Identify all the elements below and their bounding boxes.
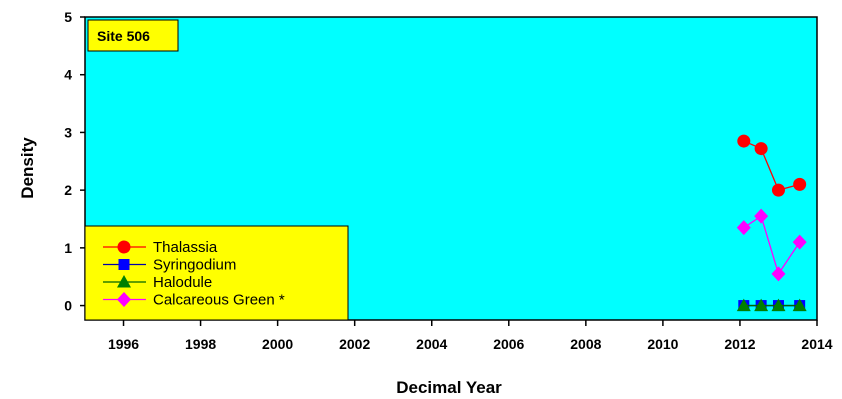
site-label-box: Site 506 xyxy=(87,19,179,52)
x-tick-label: 2004 xyxy=(416,336,447,352)
legend-item-syringodium: Syringodium xyxy=(103,257,236,274)
data-point-thalassia xyxy=(737,134,751,148)
legend-label: Halodule xyxy=(153,274,212,291)
legend-label: Calcareous Green * xyxy=(153,292,285,309)
legend-item-calcareous-green: Calcareous Green * xyxy=(103,292,285,309)
y-tick-label: 4 xyxy=(64,67,72,83)
y-axis: 0 1 2 3 4 5 xyxy=(64,9,85,314)
legend-label: Syringodium xyxy=(153,257,236,274)
data-point-halodule xyxy=(771,298,786,312)
x-tick-label: 1996 xyxy=(108,336,139,352)
legend-marker xyxy=(117,292,131,307)
data-point-thalassia xyxy=(771,183,785,197)
series-line-thalassia xyxy=(743,140,800,191)
x-tick-label: 2012 xyxy=(724,336,755,352)
y-tick-label: 3 xyxy=(64,124,72,140)
series-layer xyxy=(736,134,807,312)
x-tick-label: 1998 xyxy=(185,336,216,352)
x-tick-label: 2000 xyxy=(262,336,293,352)
legend-item-thalassia: Thalassia xyxy=(103,239,218,256)
x-tick-label: 2008 xyxy=(570,336,601,352)
x-axis: 1996 1998 2000 2002 2004 2006 2008 2010 2012 2014 xyxy=(108,320,833,352)
data-point-calcareous-green xyxy=(754,208,769,224)
legend-marker xyxy=(118,259,130,270)
y-tick-label: 5 xyxy=(64,9,72,25)
x-axis-title: Decimal Year xyxy=(396,378,502,397)
legend-item-halodule: Halodule xyxy=(103,274,212,291)
site-label: Site 506 xyxy=(97,28,150,44)
data-point-calcareous-green xyxy=(736,220,751,236)
legend-marker xyxy=(117,240,131,254)
y-tick-label: 1 xyxy=(64,240,72,256)
x-tick-label: 2014 xyxy=(801,336,832,352)
data-point-calcareous-green xyxy=(771,266,786,282)
data-point-halodule xyxy=(736,298,751,312)
legend-marker xyxy=(117,275,131,288)
data-point-halodule xyxy=(792,298,807,312)
x-tick-label: 2010 xyxy=(647,336,678,352)
y-tick-label: 0 xyxy=(64,298,72,314)
series-line-calcareous-green xyxy=(743,215,801,276)
y-axis-title: Density xyxy=(18,137,37,199)
x-tick-label: 2006 xyxy=(493,336,524,352)
data-point-calcareous-green xyxy=(792,234,807,250)
y-tick-label: 2 xyxy=(64,182,72,198)
x-tick-label: 2002 xyxy=(339,336,370,352)
data-point-halodule xyxy=(754,298,769,312)
legend-label: Thalassia xyxy=(153,239,218,256)
data-point-thalassia xyxy=(754,142,768,156)
data-point-thalassia xyxy=(793,177,807,191)
